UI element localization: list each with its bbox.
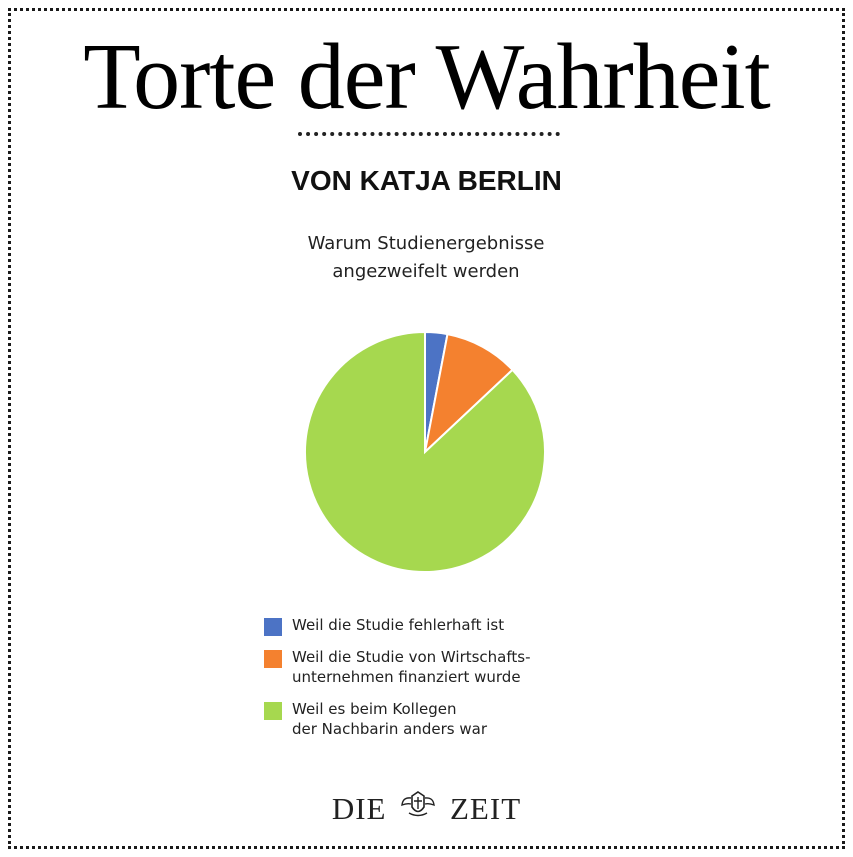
legend-swatch bbox=[264, 618, 282, 636]
dotted-divider bbox=[298, 132, 560, 136]
legend-swatch bbox=[264, 702, 282, 720]
legend-label: Weil es beim Kollegen der Nachbarin ande… bbox=[292, 700, 487, 738]
die-zeit-logo: DIE ZEIT bbox=[0, 786, 853, 829]
page-title: Torte der Wahrheit bbox=[83, 25, 771, 129]
crest-icon bbox=[398, 789, 438, 829]
chart-title-line: Warum Studienergebnisse bbox=[307, 233, 545, 254]
chart-title: Warum Studienergebnisse angezweifelt werd… bbox=[226, 230, 626, 286]
legend-label: Weil die Studie fehlerhaft ist bbox=[292, 616, 505, 634]
legend-swatch bbox=[264, 650, 282, 668]
byline: VON KATJA BERLIN bbox=[291, 165, 562, 196]
logo-die: DIE bbox=[331, 790, 387, 826]
legend-item: Weil es beim Kollegen der Nachbarin ande… bbox=[264, 699, 604, 739]
chart-title-line: angezweifelt werden bbox=[332, 261, 520, 282]
logo-zeit: ZEIT bbox=[450, 790, 522, 826]
legend-item: Weil die Studie fehlerhaft ist bbox=[264, 615, 604, 636]
pie-slice-2 bbox=[423, 332, 514, 455]
chart-legend: Weil die Studie fehlerhaft ist Weil die S… bbox=[264, 615, 604, 751]
legend-label: Weil die Studie von Wirtschafts- unterne… bbox=[292, 648, 531, 686]
legend-item: Weil die Studie von Wirtschafts- unterne… bbox=[264, 647, 604, 687]
pie-slice-3 bbox=[304, 330, 546, 573]
dotted-frame bbox=[8, 8, 845, 849]
